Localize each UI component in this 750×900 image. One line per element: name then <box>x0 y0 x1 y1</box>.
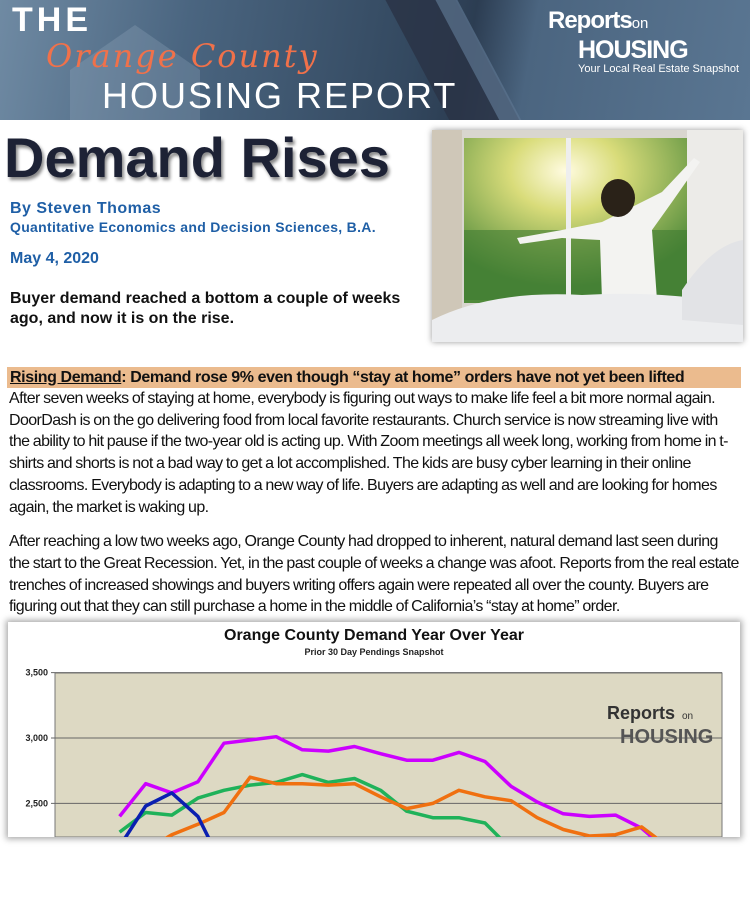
y-tick-label: 2,500 <box>25 798 48 808</box>
byline: By Steven Thomas <box>10 200 162 217</box>
house-silhouette-icon <box>70 25 200 120</box>
section-heading-label: Rising Demand <box>10 369 122 386</box>
section-heading: Rising Demand: Demand rose 9% even thoug… <box>7 367 741 388</box>
paragraph-1: After seven weeks of staying at home, ev… <box>9 390 728 516</box>
logo-reports: Reports <box>548 7 633 34</box>
article-title: Demand Rises <box>4 126 390 189</box>
demand-chart: 3,500 3,000 2,500 Reports on HOUSING <box>25 668 723 838</box>
section-heading-text: : Demand rose 9% even though “stay at ho… <box>121 369 685 386</box>
article-body: Rising Demand: Demand rose 9% even thoug… <box>7 367 741 838</box>
series-line-0 <box>118 734 655 838</box>
series-line-2 <box>164 775 658 838</box>
publish-date: May 4, 2020 <box>10 250 99 267</box>
chart-title: Orange County Demand Year Over Year <box>224 627 524 645</box>
logo-on: on <box>631 15 649 32</box>
morning-stretch-photo <box>432 130 743 342</box>
banner-report: HOUSING REPORT <box>102 75 458 116</box>
logo-tagline: Your Local Real Estate Snapshot <box>578 63 740 75</box>
banner-county: Orange County <box>46 37 319 75</box>
watermark-on: on <box>682 711 693 722</box>
chart-frame: Orange County Demand Year Over Year Prio… <box>8 622 740 838</box>
reports-on-housing-logo: Reportson HOUSING Your Local Real Estate… <box>548 8 739 76</box>
logo-housing: HOUSING <box>578 36 689 64</box>
header-banner: THE Orange County HOUSING REPORT Reports… <box>0 0 750 120</box>
banner-the: THE <box>12 1 92 39</box>
watermark-housing: HOUSING <box>620 726 713 748</box>
y-tick-label: 3,000 <box>25 733 48 743</box>
paragraph-2: After reaching a low two weeks ago, Oran… <box>9 533 739 616</box>
chart-subtitle: Prior 30 Day Pendings Snapshot <box>304 647 444 658</box>
series-line-3 <box>123 791 211 838</box>
series-group <box>118 734 658 838</box>
watermark-reports: Reports <box>607 703 675 723</box>
series-line-1 <box>118 772 502 838</box>
lede: Buyer demand reached a bottom a couple o… <box>10 290 401 327</box>
y-tick-label: 3,500 <box>25 668 48 678</box>
author-affiliation: Quantitative Economics and Decision Scie… <box>10 219 376 235</box>
